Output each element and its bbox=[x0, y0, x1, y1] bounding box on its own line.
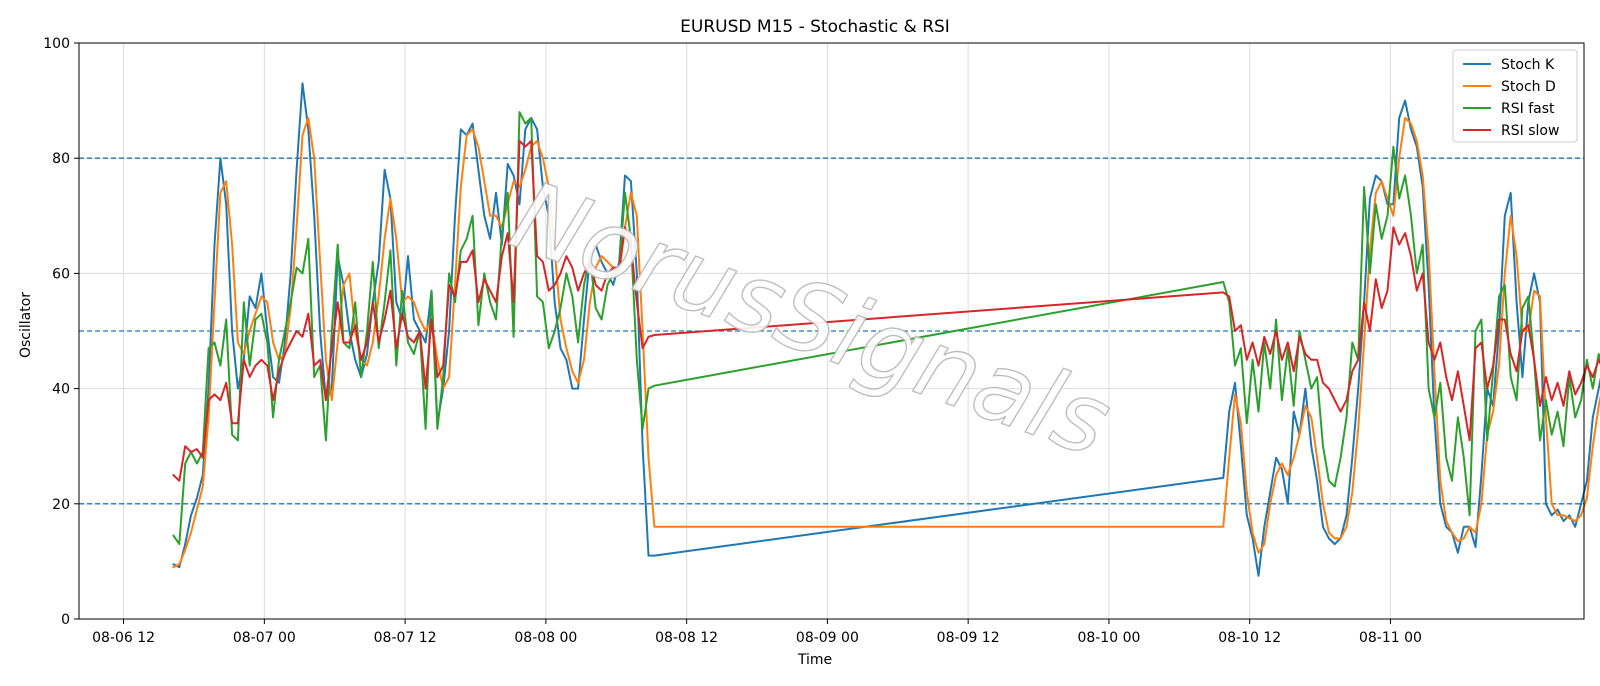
legend-label: RSI fast bbox=[1501, 101, 1555, 117]
y-tick-label: 40 bbox=[52, 382, 70, 398]
plot-frame bbox=[78, 42, 1585, 620]
x-tick-label: 08-08 00 bbox=[514, 630, 577, 646]
x-tick-label: 08-07 00 bbox=[233, 630, 296, 646]
x-tick-label: 08-06 12 bbox=[92, 630, 155, 646]
x-tick-label: 08-09 12 bbox=[937, 630, 1000, 646]
x-tick-label: 08-09 00 bbox=[796, 630, 859, 646]
legend-label: RSI slow bbox=[1501, 123, 1559, 139]
y-tick-label: 60 bbox=[52, 266, 70, 282]
y-axis-label: Oscillator bbox=[18, 292, 34, 358]
x-tick-label: 08-08 12 bbox=[655, 630, 718, 646]
legend-label: Stoch D bbox=[1501, 79, 1556, 95]
legend-label: Stoch K bbox=[1501, 57, 1555, 73]
x-tick-label: 08-07 12 bbox=[374, 630, 437, 646]
x-tick-label: 08-11 00 bbox=[1359, 630, 1422, 646]
series-line-rsi-slow bbox=[172, 139, 1600, 482]
series-line-rsi-fast bbox=[172, 111, 1600, 546]
y-tick-label: 80 bbox=[52, 151, 70, 167]
y-tick-label: 100 bbox=[43, 36, 70, 52]
series-lines bbox=[172, 82, 1600, 577]
x-tick-label: 08-10 12 bbox=[1218, 630, 1281, 646]
y-tick-label: 0 bbox=[61, 612, 70, 628]
legend: Stoch K Stoch D RSI fast RSI slow bbox=[1452, 49, 1578, 143]
x-axis-label: Time bbox=[797, 652, 832, 668]
x-tick-label: 08-10 00 bbox=[1077, 630, 1140, 646]
legend-box bbox=[1452, 49, 1578, 143]
y-tick-label: 20 bbox=[52, 497, 70, 513]
reference-lines bbox=[79, 157, 1584, 505]
axes: 08-06 12 08-07 00 08-07 12 08-08 00 08-08 12… bbox=[43, 36, 1422, 646]
chart-title: EURUSD M15 - Stochastic & RSI bbox=[680, 17, 950, 37]
